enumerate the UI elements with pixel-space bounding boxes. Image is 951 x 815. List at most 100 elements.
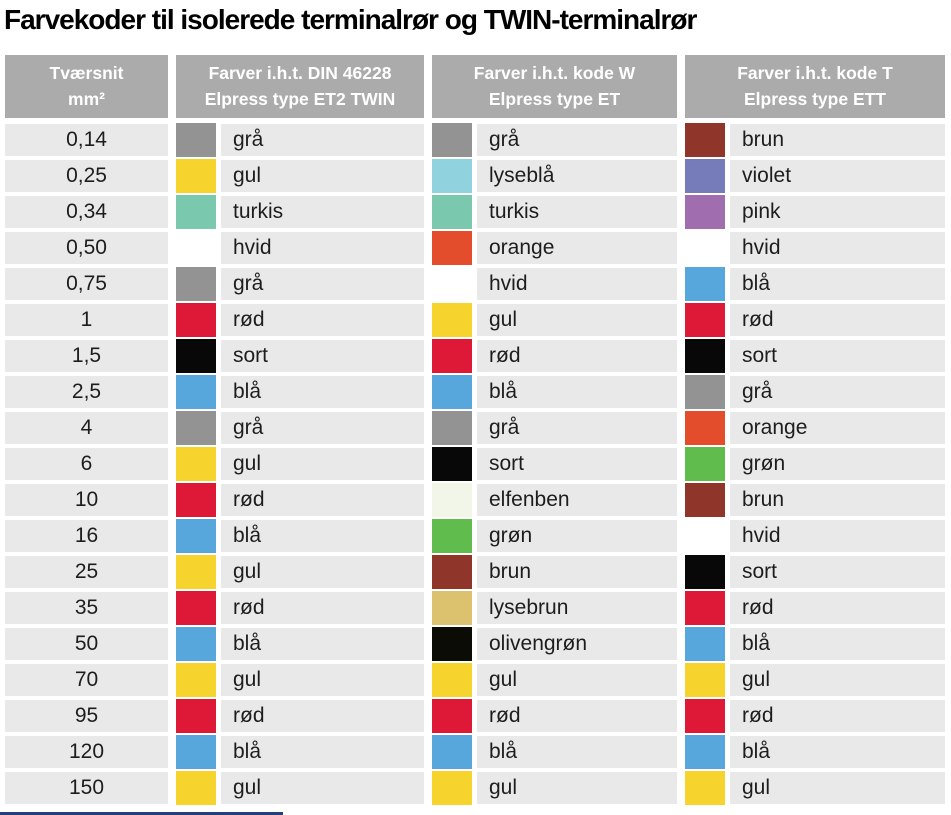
rød-color-swatch xyxy=(176,591,216,626)
color-cell-et2-twin: gul xyxy=(176,771,424,806)
color-cell-ett: sort xyxy=(685,555,945,590)
color-cell-ett: violet xyxy=(685,159,945,194)
color-label: gul xyxy=(477,664,677,697)
color-label: rød xyxy=(730,304,945,337)
gul-color-swatch xyxy=(176,555,216,590)
color-label: gul xyxy=(221,664,424,697)
color-cell-et2-twin: blå xyxy=(176,375,424,410)
turkis-color-swatch xyxy=(176,195,216,230)
color-label: sort xyxy=(221,340,424,373)
color-cell-et: lysebrun xyxy=(432,591,677,626)
orange-color-swatch xyxy=(432,231,472,266)
color-label: turkis xyxy=(477,196,677,229)
color-label: blå xyxy=(477,736,677,769)
hvid-color-swatch xyxy=(685,519,725,554)
grøn-color-swatch xyxy=(685,447,725,482)
color-label: olivengrøn xyxy=(477,628,677,661)
violet-color-swatch xyxy=(685,159,725,194)
color-label: brun xyxy=(477,556,677,589)
color-cell-et2-twin: gul xyxy=(176,447,424,482)
blå-color-swatch xyxy=(176,519,216,554)
color-cell-et2-twin: blå xyxy=(176,519,424,554)
table-row: 95 rød rød rød xyxy=(5,699,945,734)
gul-color-swatch xyxy=(432,663,472,698)
sort-color-swatch xyxy=(685,555,725,590)
blå-color-swatch xyxy=(685,267,725,302)
color-label: rød xyxy=(221,484,424,517)
table-row: 0,50 hvid orange hvid xyxy=(5,231,945,266)
header-cell-cross-section: Tværsnit mm² xyxy=(5,55,168,119)
color-cell-et: sort xyxy=(432,447,677,482)
rød-color-swatch xyxy=(176,303,216,338)
color-cell-ett: pink xyxy=(685,195,945,230)
color-cell-et: gul xyxy=(432,303,677,338)
size-value: 150 xyxy=(5,772,168,805)
color-cell-et: lyseblå xyxy=(432,159,677,194)
table-body: 0,14 grå grå brun 0,25 gul lyseblå violet 0,34 tu… xyxy=(5,123,945,806)
color-label: rød xyxy=(477,700,677,733)
size-value: 0,14 xyxy=(5,124,168,157)
table-header-row: Tværsnit mm² Farver i.h.t. DIN 46228 Elp… xyxy=(5,55,945,119)
color-label: gul xyxy=(221,160,424,193)
color-cell-et: rød xyxy=(432,339,677,374)
color-cell-ett: hvid xyxy=(685,519,945,554)
color-label: grå xyxy=(477,412,677,445)
color-label: blå xyxy=(730,736,945,769)
color-cell-ett: blå xyxy=(685,735,945,770)
color-label: gul xyxy=(221,448,424,481)
rød-color-swatch xyxy=(176,483,216,518)
color-label: rød xyxy=(221,592,424,625)
table-row: 16 blå grøn hvid xyxy=(5,519,945,554)
color-label: orange xyxy=(730,412,945,445)
color-label: rød xyxy=(730,700,945,733)
header-line: mm² xyxy=(68,88,105,109)
size-value: 1 xyxy=(5,304,168,337)
color-cell-et2-twin: blå xyxy=(176,735,424,770)
grå-color-swatch xyxy=(176,411,216,446)
gul-color-swatch xyxy=(176,771,216,806)
table-row: 50 blå olivengrøn blå xyxy=(5,627,945,662)
elfenben-color-swatch xyxy=(432,483,472,518)
size-value: 0,34 xyxy=(5,196,168,229)
color-cell-et: grå xyxy=(432,123,677,158)
color-cell-ett: rød xyxy=(685,303,945,338)
color-cell-et: elfenben xyxy=(432,483,677,518)
table-row: 10 rød elfenben brun xyxy=(5,483,945,518)
header-line: Farver i.h.t. DIN 46228 xyxy=(208,63,392,84)
header-line: Elpress type ETT xyxy=(744,88,886,109)
header-line: Elpress type ET xyxy=(488,88,621,109)
color-cell-et: blå xyxy=(432,375,677,410)
grå-color-swatch xyxy=(432,411,472,446)
table-row: 25 gul brun sort xyxy=(5,555,945,590)
color-label: pink xyxy=(730,196,945,229)
size-value: 0,25 xyxy=(5,160,168,193)
color-label: hvid xyxy=(730,520,945,553)
gul-color-swatch xyxy=(685,771,725,806)
color-label: blå xyxy=(221,520,424,553)
table-row: 6 gul sort grøn xyxy=(5,447,945,482)
color-cell-et: grøn xyxy=(432,519,677,554)
color-cell-et: hvid xyxy=(432,267,677,302)
color-cell-ett: grå xyxy=(685,375,945,410)
table-row: 0,75 grå hvid blå xyxy=(5,267,945,302)
color-cell-et2-twin: rød xyxy=(176,303,424,338)
color-cell-ett: hvid xyxy=(685,231,945,266)
color-label: lyseblå xyxy=(477,160,677,193)
rød-color-swatch xyxy=(432,339,472,374)
color-label: blå xyxy=(221,628,424,661)
color-label: blå xyxy=(221,736,424,769)
color-label: gul xyxy=(730,664,945,697)
color-label: gul xyxy=(477,304,677,337)
color-cell-et2-twin: blå xyxy=(176,627,424,662)
grå-color-swatch xyxy=(685,375,725,410)
header-cell-et: Farver i.h.t. kode W Elpress type ET xyxy=(432,55,677,119)
header-line: Elpress type ET2 TWIN xyxy=(204,88,396,109)
olivengrøn-color-swatch xyxy=(432,627,472,662)
blå-color-swatch xyxy=(176,375,216,410)
table-row: 0,14 grå grå brun xyxy=(5,123,945,158)
color-label: grøn xyxy=(477,520,677,553)
pink-color-swatch xyxy=(685,195,725,230)
color-label: sort xyxy=(730,340,945,373)
color-cell-ett: grøn xyxy=(685,447,945,482)
size-value: 50 xyxy=(5,628,168,661)
